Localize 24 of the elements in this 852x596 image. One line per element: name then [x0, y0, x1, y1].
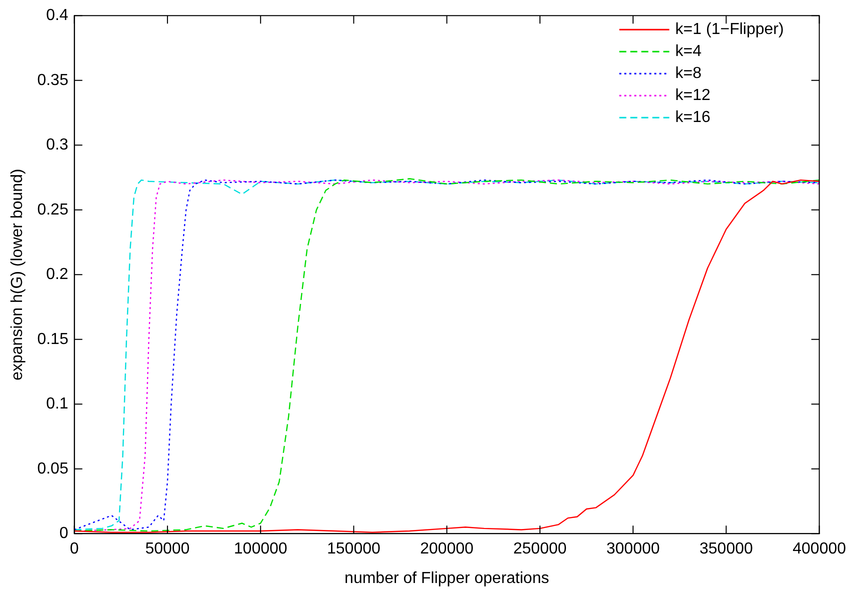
y-tick-label: 0.15 [37, 330, 68, 348]
y-tick-label: 0.3 [46, 136, 68, 154]
x-tick-label: 150000 [327, 540, 380, 558]
y-axis-title: expansion h(G) (lower bound) [9, 168, 26, 380]
legend-label: k=8 [675, 65, 702, 82]
y-tick-label: 0.1 [46, 396, 68, 413]
x-axis-title: number of Flipper operations [344, 570, 550, 587]
y-tick-label: 0.35 [37, 72, 68, 89]
legend-label: k=12 [675, 87, 711, 104]
legend-label: k=4 [675, 43, 702, 60]
y-tick-label: 0.05 [37, 460, 68, 478]
x-tick-label: 400000 [792, 540, 846, 558]
legend-label: k=1 (1−Flipper) [675, 21, 784, 38]
x-tick-label: 250000 [513, 540, 567, 558]
x-tick-label: 300000 [606, 540, 660, 558]
y-tick-label: 0 [59, 525, 68, 542]
x-tick-label: 100000 [234, 540, 288, 558]
y-tick-label: 0.4 [46, 7, 68, 24]
legend-label: k=16 [675, 109, 711, 126]
x-tick-label: 350000 [699, 540, 753, 558]
x-tick-label: 50000 [145, 540, 190, 558]
y-tick-label: 0.25 [37, 201, 68, 218]
x-tick-label: 200000 [420, 540, 474, 558]
y-tick-label: 0.2 [46, 266, 68, 284]
